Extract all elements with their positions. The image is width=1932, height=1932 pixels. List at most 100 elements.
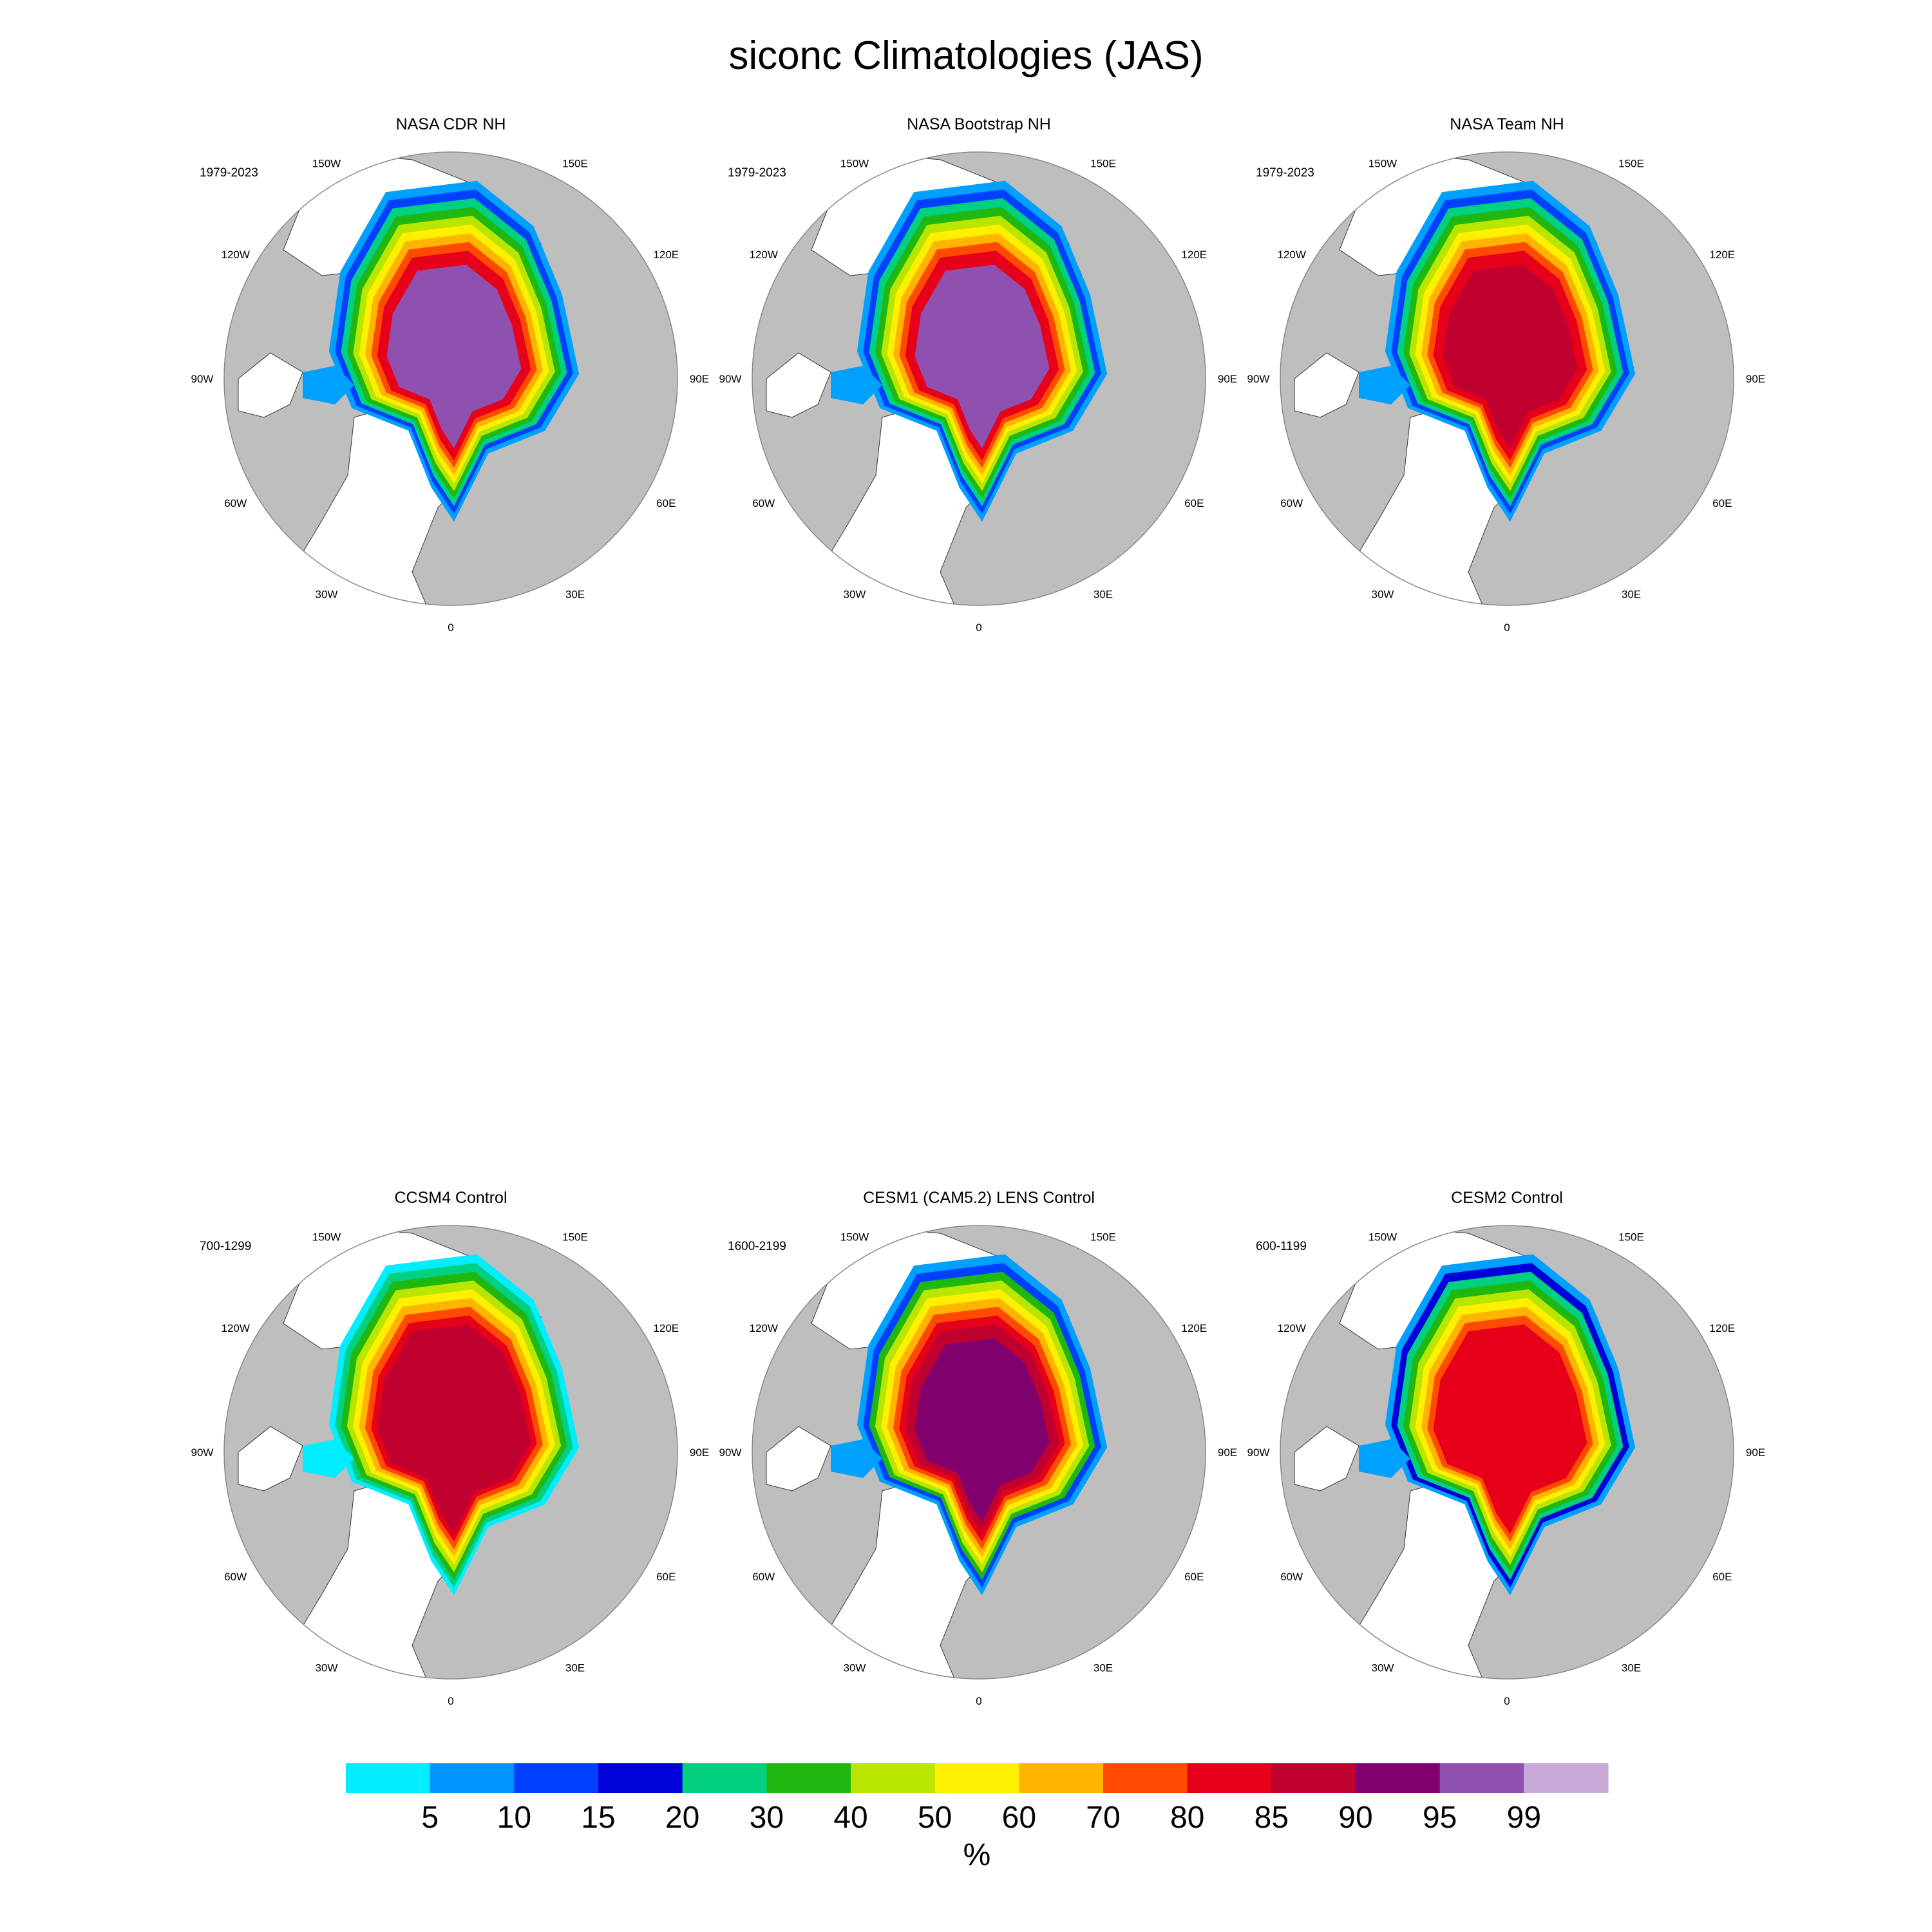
hudson-ice bbox=[303, 366, 354, 404]
longitude-label: 30W bbox=[844, 588, 866, 600]
longitude-label: 180 bbox=[970, 134, 988, 137]
longitude-label: 180 bbox=[442, 134, 460, 137]
period-label: 1979-2023 bbox=[728, 166, 786, 180]
colorbar-tick-label: 30 bbox=[750, 1801, 784, 1835]
longitude-label: 60W bbox=[752, 497, 775, 509]
longitude-label: 30W bbox=[844, 1662, 866, 1674]
period-label: 700-1299 bbox=[200, 1240, 252, 1253]
colorbar-tick-label: 5 bbox=[421, 1801, 439, 1835]
ice-core bbox=[386, 265, 522, 448]
longitude-label: 90E bbox=[1218, 1446, 1237, 1459]
longitude-label: 120W bbox=[1278, 1322, 1306, 1334]
colorbar-tick-label: 60 bbox=[1002, 1801, 1036, 1835]
colorbar-swatch bbox=[1103, 1763, 1188, 1793]
map-panel: NASA CDR NH 1979-2023 180 150E 120E 90E 60E 30E… bbox=[187, 115, 715, 643]
map-border bbox=[223, 151, 678, 606]
longitude-label: 30E bbox=[1622, 588, 1641, 600]
ocean-area bbox=[1294, 352, 1359, 418]
polar-map: 180 150E 120E 90E 60E 30E 0 30W 60W 90W 120W 150W bbox=[719, 134, 1238, 634]
map-panel: CCSM4 Control 700-1299 180 150E 120E 90E 60E 30… bbox=[187, 1188, 715, 1716]
colorbar-swatch bbox=[682, 1763, 767, 1793]
longitude-label: 120W bbox=[222, 249, 250, 261]
longitude-label: 120E bbox=[1181, 249, 1207, 261]
ocean-area bbox=[1294, 1426, 1359, 1492]
longitude-label: 120E bbox=[1709, 249, 1735, 261]
longitude-label: 90W bbox=[719, 1446, 742, 1459]
longitude-label: 60W bbox=[1280, 1571, 1303, 1583]
map-panel: CESM2 Control 600-1199 180 150E 120E 90E 60E 30… bbox=[1243, 1188, 1771, 1716]
longitude-label: 90W bbox=[191, 1446, 214, 1459]
hudson-ice bbox=[1359, 366, 1410, 404]
longitude-label: 90W bbox=[1247, 1446, 1270, 1459]
colorbar-tick-label: 40 bbox=[833, 1801, 867, 1835]
figure-title: siconc Climatologies (JAS) bbox=[728, 33, 1204, 78]
ocean-area bbox=[238, 1426, 303, 1492]
longitude-label: 60E bbox=[1712, 497, 1732, 509]
longitude-label: 150E bbox=[562, 1231, 588, 1244]
colorbar-swatch bbox=[851, 1763, 936, 1793]
map-panel: NASA Bootstrap NH 1979-2023 180 150E 120E 90E… bbox=[715, 115, 1243, 643]
colorbar-tick-label: 90 bbox=[1338, 1801, 1372, 1835]
longitude-label: 60E bbox=[656, 497, 676, 509]
longitude-label: 90W bbox=[191, 373, 214, 385]
colorbar-swatch bbox=[598, 1763, 683, 1793]
longitude-label: 120W bbox=[750, 249, 778, 261]
map-border bbox=[223, 1225, 678, 1680]
colorbar-tick-label: 99 bbox=[1507, 1801, 1541, 1835]
panel-title: CCSM4 Control bbox=[394, 1189, 507, 1207]
map-panel: NASA Team NH 1979-2023 180 150E 120E 90E 60E 30… bbox=[1243, 115, 1771, 643]
colorbar-tick-label: 10 bbox=[497, 1801, 531, 1835]
colorbar-swatch bbox=[934, 1763, 1019, 1793]
longitude-label: 30W bbox=[1372, 1662, 1394, 1674]
longitude-label: 30E bbox=[1622, 1662, 1641, 1674]
colorbar-swatch bbox=[430, 1763, 515, 1793]
longitude-label: 120E bbox=[1709, 1322, 1735, 1334]
period-label: 600-1199 bbox=[1256, 1240, 1307, 1253]
longitude-label: 30E bbox=[1094, 1662, 1113, 1674]
longitude-label: 120E bbox=[653, 249, 679, 261]
longitude-label: 150W bbox=[840, 1231, 869, 1244]
colorbar-swatch bbox=[1271, 1763, 1356, 1793]
longitude-label: 90E bbox=[1218, 373, 1237, 385]
longitude-label: 30W bbox=[316, 588, 338, 600]
ice-core bbox=[386, 1338, 522, 1522]
ocean-area bbox=[766, 352, 831, 418]
hudson-ice bbox=[831, 366, 882, 404]
longitude-label: 60W bbox=[224, 497, 247, 509]
longitude-label: 150E bbox=[1618, 158, 1644, 170]
longitude-label: 180 bbox=[1498, 134, 1516, 137]
map-panel: CESM1 (CAM5.2) LENS Control1600-21991801… bbox=[715, 1188, 1243, 1716]
colorbar-swatch bbox=[1356, 1763, 1441, 1793]
longitude-label: 60W bbox=[752, 1571, 775, 1583]
longitude-label: 150W bbox=[312, 1231, 341, 1244]
longitude-label: 90W bbox=[1247, 373, 1270, 385]
polar-map: 180 150E 120E 90E 60E 30E 0 30W 60W 90W 120W 150W bbox=[719, 1208, 1238, 1707]
colorbar-swatch bbox=[346, 1763, 431, 1793]
colorbar-tick-label: 20 bbox=[665, 1801, 699, 1835]
colorbar-swatch bbox=[1439, 1763, 1524, 1793]
panel-title: NASA CDR NH bbox=[395, 115, 506, 133]
longitude-label: 0 bbox=[976, 1695, 981, 1707]
longitude-label: 0 bbox=[1504, 621, 1510, 634]
ocean-area bbox=[238, 352, 303, 418]
map-border bbox=[1280, 1225, 1734, 1680]
longitude-label: 60E bbox=[656, 1571, 676, 1583]
map-border bbox=[752, 1225, 1206, 1680]
longitude-label: 150E bbox=[1090, 158, 1116, 170]
longitude-label: 0 bbox=[1504, 1695, 1510, 1707]
longitude-label: 0 bbox=[448, 1695, 453, 1707]
colorbar-swatch bbox=[1019, 1763, 1104, 1793]
colorbar-unit: % bbox=[963, 1838, 991, 1872]
longitude-label: 120E bbox=[1181, 1322, 1207, 1334]
colorbar-tick-label: 70 bbox=[1086, 1801, 1120, 1835]
ice-core bbox=[1443, 1338, 1578, 1522]
longitude-label: 30E bbox=[565, 588, 585, 600]
longitude-label: 180 bbox=[1498, 1208, 1516, 1210]
period-label: 1979-2023 bbox=[1256, 166, 1314, 180]
colorbar-tick-label: 80 bbox=[1170, 1801, 1204, 1835]
longitude-label: 30W bbox=[316, 1662, 338, 1674]
polar-map: 180 150E 120E 90E 60E 30E 0 30W 60W 90W 120W 150W bbox=[191, 134, 710, 634]
longitude-label: 90E bbox=[690, 373, 709, 385]
longitude-label: 30E bbox=[565, 1662, 585, 1674]
period-label: 1600-2199 bbox=[728, 1240, 786, 1253]
